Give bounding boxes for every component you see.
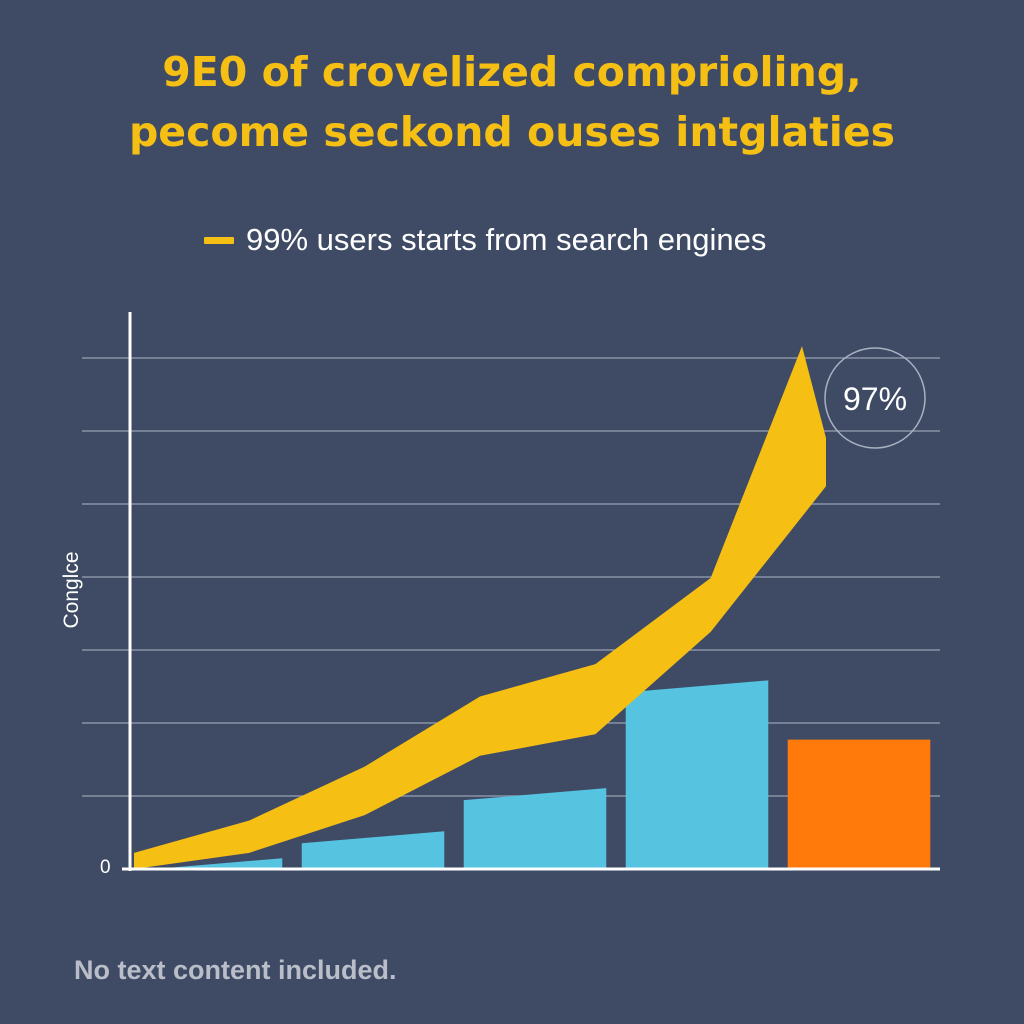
annotation: 97% xyxy=(824,347,926,449)
chart-title: 9E0 of crovelized comprioling, pecome se… xyxy=(0,42,1024,162)
bar xyxy=(463,788,607,869)
y-tick-zero: 0 xyxy=(100,857,111,878)
band-series xyxy=(134,346,826,869)
band-area xyxy=(134,346,826,869)
bar xyxy=(787,739,931,869)
bars xyxy=(139,680,931,871)
footnote: No text content included. xyxy=(74,955,397,985)
axes xyxy=(122,312,940,871)
bar xyxy=(139,858,283,871)
legend: 99% users starts from search engines xyxy=(204,222,766,258)
chart-title-line-2: pecome seckond ouses intglaties xyxy=(128,108,896,156)
bar xyxy=(301,831,445,869)
annotation-circle xyxy=(824,347,926,449)
bar xyxy=(625,680,769,869)
chart-title-line-1: 9E0 of crovelized comprioling, xyxy=(162,48,862,96)
legend-label: 99% users starts from search engines xyxy=(246,222,767,257)
legend-swatch xyxy=(204,236,234,244)
annotation-label: 97% xyxy=(843,381,907,417)
